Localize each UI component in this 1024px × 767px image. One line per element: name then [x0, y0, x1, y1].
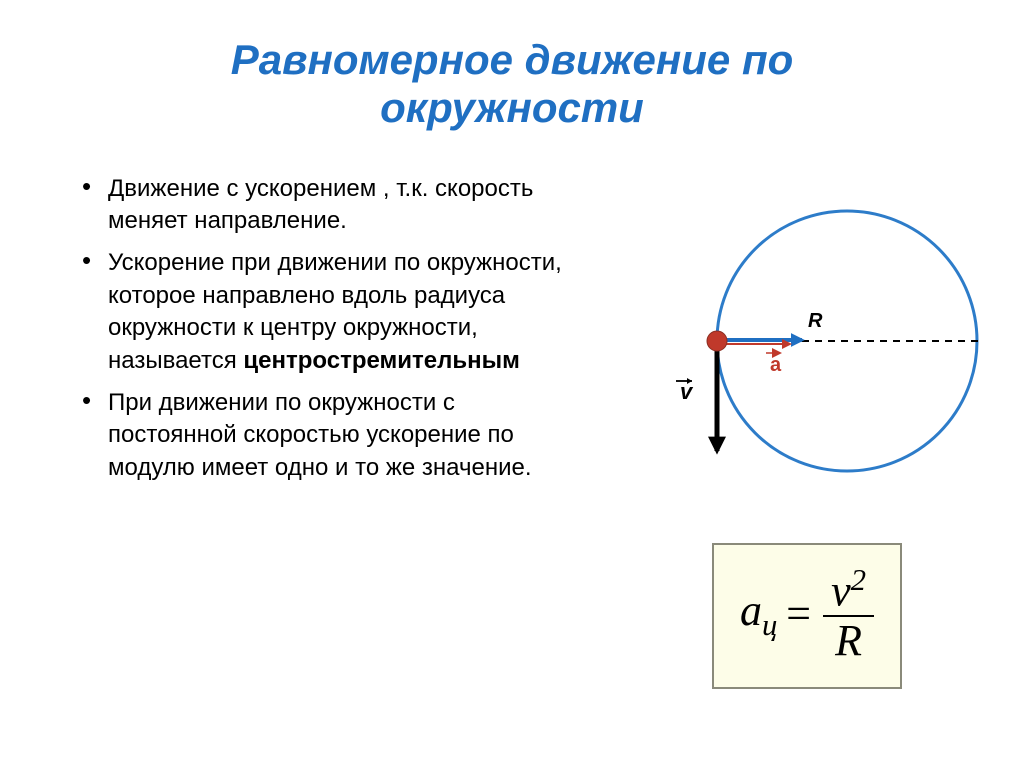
formula-eq: = — [783, 588, 813, 639]
svg-text:v: v — [680, 379, 694, 404]
bullet-bold-word: центростремительным — [243, 347, 520, 374]
formula-denominator: R — [827, 617, 870, 665]
slide-title: Равномерное движение по окружности — [42, 36, 982, 133]
title-line-1: Равномерное движение по — [231, 36, 794, 83]
bullet-list-container: Движение с ускорением , т.к. скорость ме… — [42, 173, 582, 495]
formula-lhs-sub: ц — [762, 608, 777, 642]
slide: Равномерное движение по окружности Движе… — [0, 0, 1024, 767]
formula-box: aц = v2 R — [712, 543, 902, 690]
circle-diagram: Ra v — [662, 203, 1022, 498]
formula-num-main: v — [831, 566, 851, 615]
bullet-text: Движение с ускорением , т.к. скорость ме… — [108, 173, 582, 238]
formula-numerator: v2 — [823, 563, 874, 616]
bullet-list: Движение с ускорением , т.к. скорость ме… — [66, 173, 582, 485]
formula-lhs-main: a — [740, 586, 762, 635]
bullet-text: При движении по окружности с постоянной … — [108, 387, 582, 484]
formula-fraction: v2 R — [823, 563, 874, 666]
list-item: При движении по окружности с постоянной … — [82, 387, 582, 484]
list-item: Ускорение при движении по окружности, ко… — [82, 247, 582, 377]
bullet-text: Ускорение при движении по окружности, ко… — [108, 247, 582, 377]
formula-num-sup: 2 — [851, 563, 866, 597]
list-item: Движение с ускорением , т.к. скорость ме… — [82, 173, 582, 238]
diagram-svg: Ra v — [662, 203, 1022, 493]
content-area: Движение с ускорением , т.к. скорость ме… — [42, 173, 982, 495]
svg-text:R: R — [808, 310, 823, 332]
svg-text:a: a — [770, 354, 782, 376]
title-line-2: окружности — [380, 84, 644, 131]
right-panel: Rav aц = v2 R — [592, 173, 982, 495]
